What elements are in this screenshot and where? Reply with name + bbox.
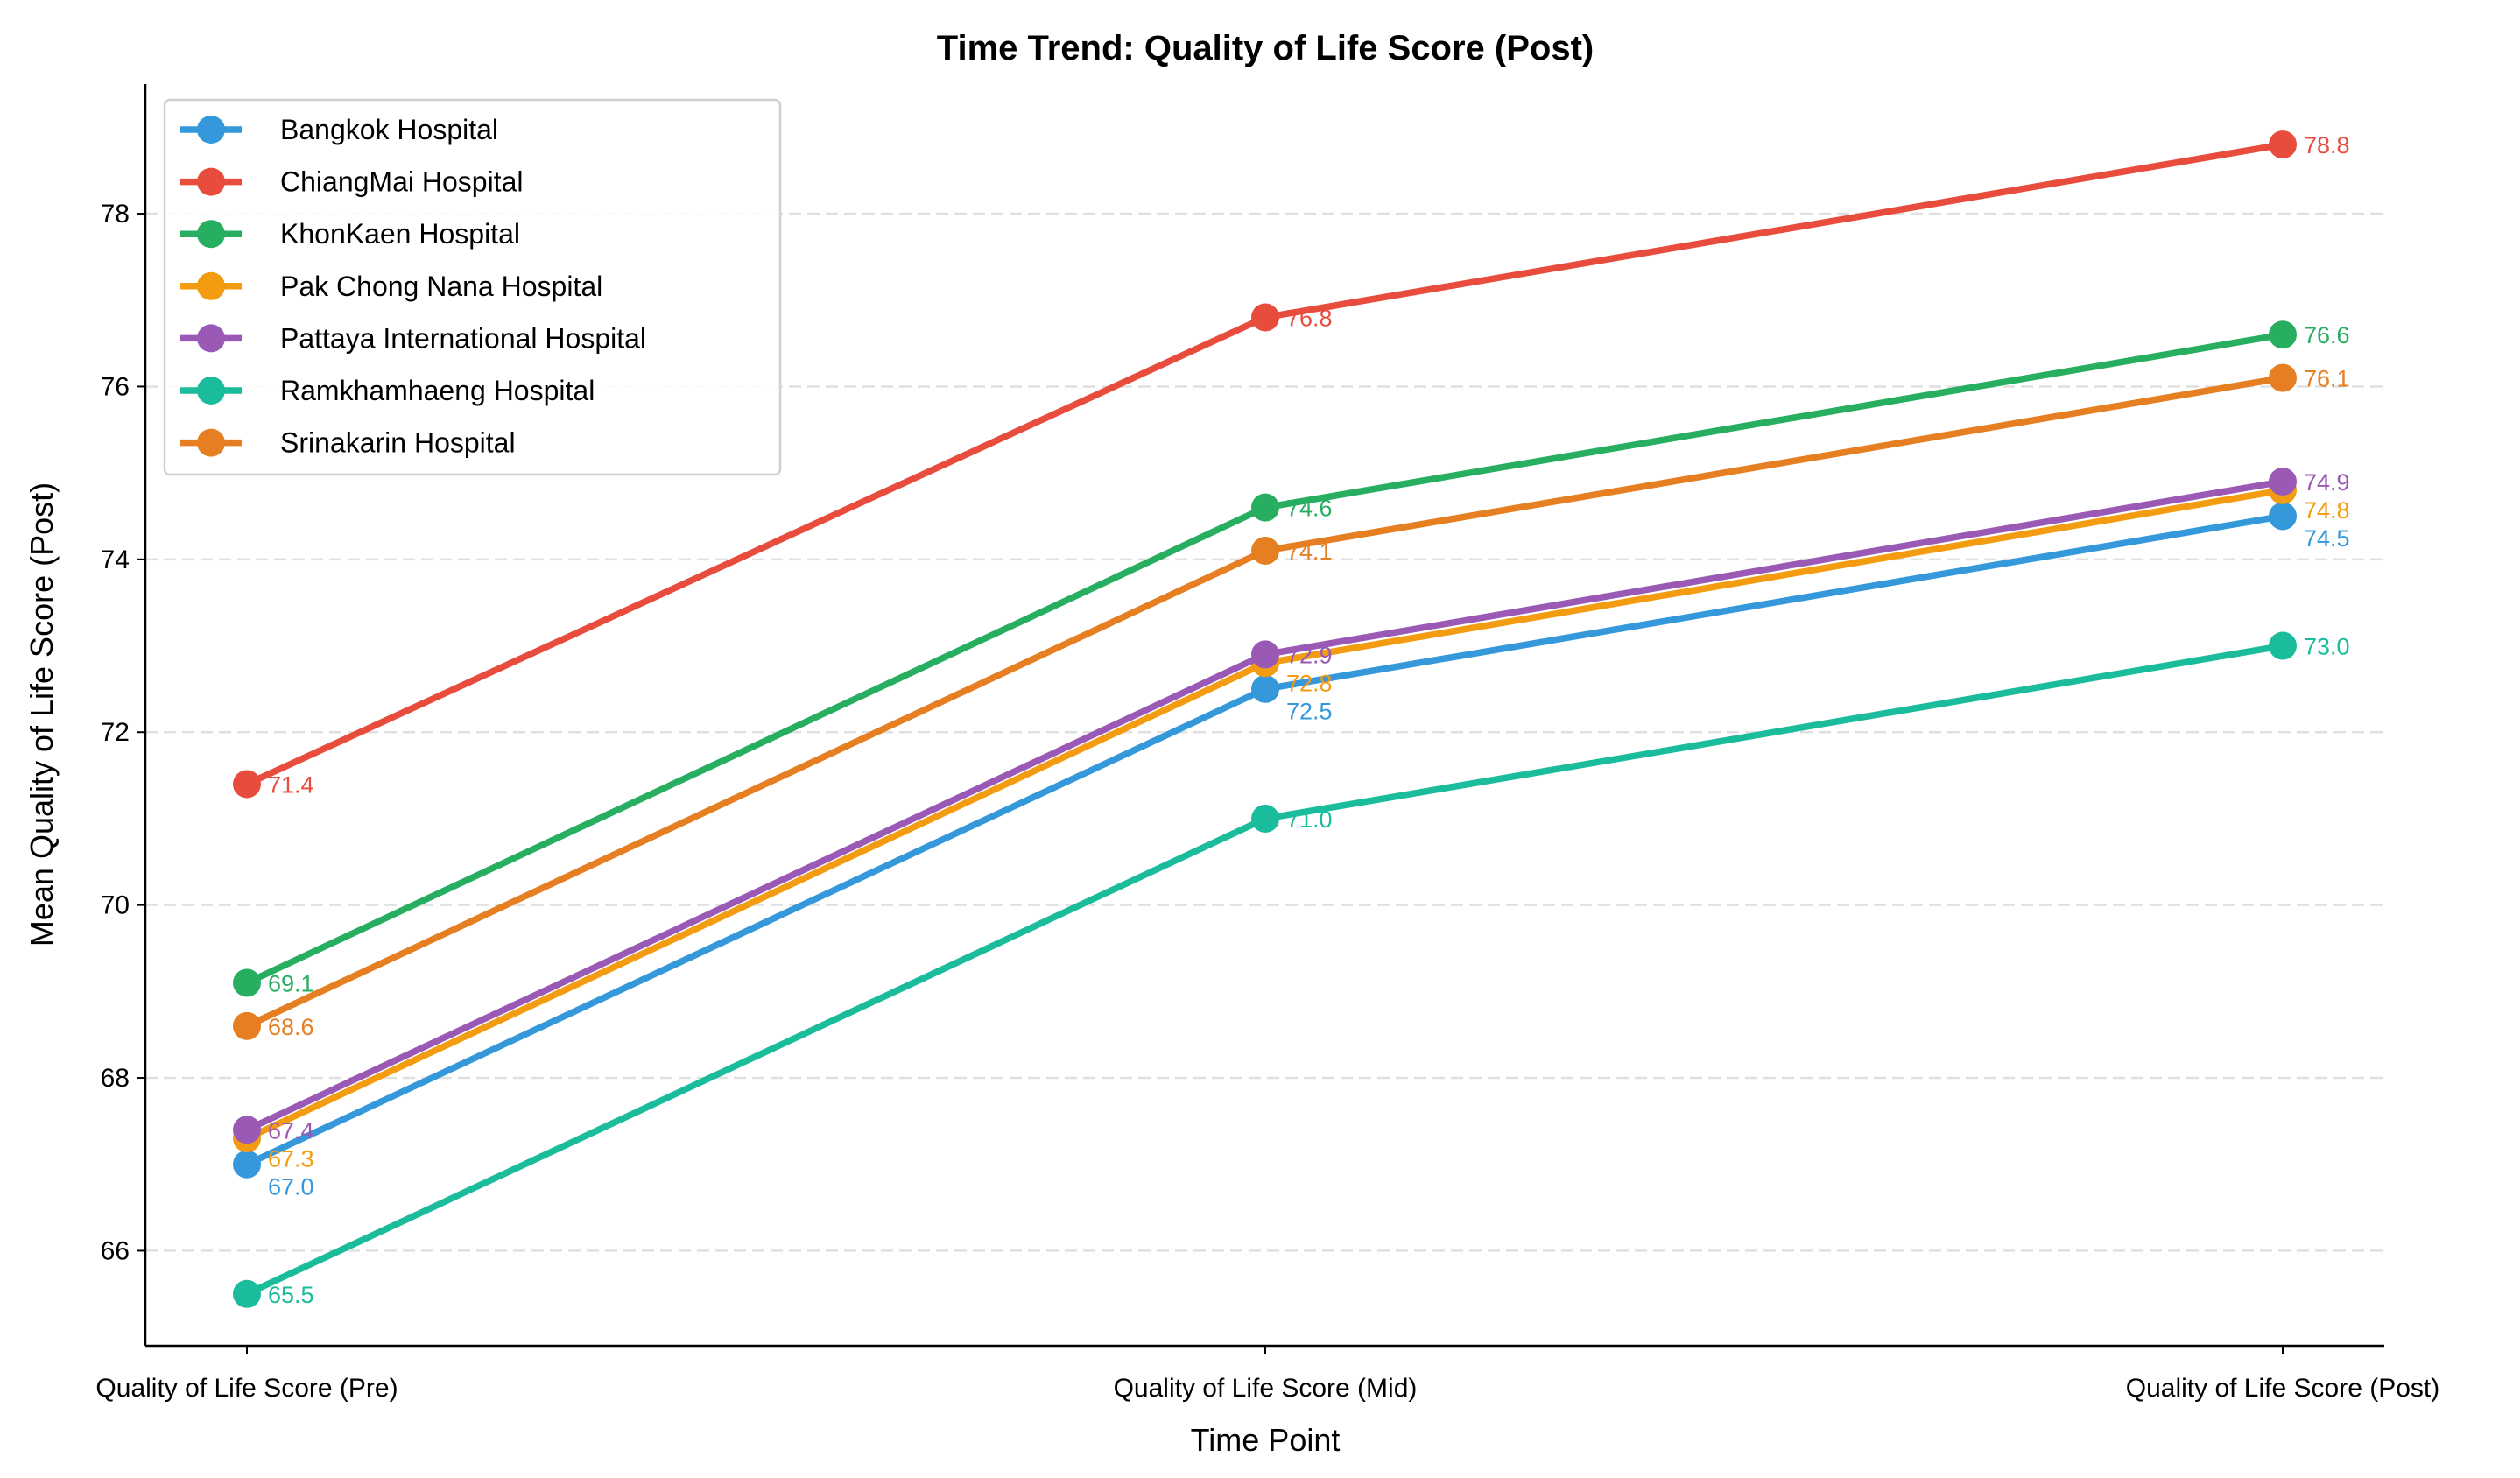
- data-point: [2269, 502, 2297, 531]
- data-label: 71.0: [1286, 806, 1333, 833]
- legend-label: Bangkok Hospital: [280, 114, 498, 145]
- data-point: [1251, 303, 1279, 332]
- legend-swatch-marker: [197, 167, 225, 196]
- y-tick-label: 78: [101, 200, 130, 229]
- data-point: [233, 1116, 261, 1144]
- data-label: 68.6: [268, 1014, 314, 1040]
- data-label: 74.1: [1286, 538, 1333, 565]
- data-point: [233, 1279, 261, 1308]
- y-tick-label: 70: [101, 891, 130, 920]
- data-point: [1251, 674, 1279, 703]
- legend-swatch-marker: [197, 377, 225, 405]
- x-axis-label: Time Point: [1191, 1422, 1341, 1458]
- data-point: [2269, 631, 2297, 660]
- legend-item: Bangkok Hospital: [180, 114, 498, 145]
- series-khonkaen-hospital: [233, 320, 2297, 997]
- y-tick-label: 68: [101, 1064, 130, 1093]
- data-point: [233, 1011, 261, 1040]
- axes: 66 68 70 72 74 76 78 Quality of Life Score (Pre…: [95, 84, 2439, 1403]
- y-tick-label: 72: [101, 718, 130, 747]
- data-point: [1251, 536, 1279, 565]
- x-tick-label: Quality of Life Score (Post): [2126, 1374, 2439, 1403]
- data-labels: 71.4 69.1 68.6 67.467.367.0 65.5 76.8 74.6 74.1…: [268, 132, 2350, 1308]
- data-label: 67.0: [268, 1173, 314, 1200]
- legend-swatch-marker: [197, 428, 225, 457]
- legend-item: Ramkhamhaeng Hospital: [180, 375, 595, 406]
- data-label: 69.1: [268, 970, 314, 996]
- series-ramkhamhaeng-hospital: [233, 631, 2297, 1308]
- data-label: 67.3: [268, 1145, 314, 1172]
- legend: Bangkok Hospital ChiangMai Hospital KhonKa…: [163, 98, 782, 476]
- data-label: 76.1: [2304, 366, 2350, 392]
- legend-label: ChiangMai Hospital: [280, 166, 523, 198]
- data-label: 74.9: [2304, 469, 2350, 496]
- x-tick-label: Quality of Life Score (Mid): [1114, 1374, 1418, 1403]
- data-point: [233, 1150, 261, 1179]
- series-lines: [233, 130, 2297, 1308]
- data-label: 73.0: [2304, 634, 2350, 660]
- data-point: [233, 968, 261, 997]
- legend-item: KhonKaen Hospital: [180, 218, 520, 250]
- data-point: [2269, 363, 2297, 392]
- legend-label: Srinakarin Hospital: [280, 427, 516, 459]
- data-point: [2269, 320, 2297, 349]
- data-label: 74.8: [2304, 497, 2350, 524]
- series-srinakarin-hospital: [233, 363, 2297, 1040]
- y-tick-label: 74: [101, 545, 130, 574]
- data-label: 72.5: [1286, 698, 1333, 724]
- legend-swatch-marker: [197, 271, 225, 300]
- data-label: 67.4: [268, 1117, 314, 1144]
- y-tick-label: 76: [101, 372, 130, 401]
- y-axis-label: Mean Quality of Life Score (Post): [24, 482, 60, 947]
- data-point: [2269, 468, 2297, 496]
- legend-item: Srinakarin Hospital: [180, 427, 516, 459]
- series-pattaya-international-hospital: [233, 468, 2297, 1144]
- legend-item: Pattaya International Hospital: [180, 322, 646, 354]
- legend-label: Pak Chong Nana Hospital: [280, 271, 602, 302]
- legend-item: Pak Chong Nana Hospital: [180, 271, 602, 302]
- data-label: 78.8: [2304, 132, 2350, 158]
- legend-item: ChiangMai Hospital: [180, 166, 523, 198]
- y-tick-label: 66: [101, 1236, 130, 1265]
- x-tick-label: Quality of Life Score (Pre): [95, 1374, 398, 1403]
- series-chiangmai-hospital: [233, 130, 2297, 799]
- legend-label: Pattaya International Hospital: [280, 322, 646, 354]
- legend-label: Ramkhamhaeng Hospital: [280, 375, 595, 406]
- data-point: [2269, 130, 2297, 159]
- legend-swatch-marker: [197, 324, 225, 353]
- data-label: 71.4: [268, 771, 314, 798]
- data-point: [1251, 640, 1279, 669]
- data-label: 72.9: [1286, 642, 1333, 668]
- data-point: [233, 770, 261, 799]
- data-label: 74.6: [1286, 496, 1333, 522]
- data-label: 72.8: [1286, 670, 1333, 696]
- data-label: 76.6: [2304, 322, 2350, 348]
- series-line: [245, 642, 2284, 1298]
- data-label: 76.8: [1286, 305, 1333, 331]
- legend-swatch-marker: [197, 220, 225, 249]
- legend-label: KhonKaen Hospital: [280, 218, 520, 250]
- data-point: [1251, 493, 1279, 522]
- legend-swatch-marker: [197, 116, 225, 144]
- legend-box: [163, 98, 782, 476]
- data-label: 74.5: [2304, 525, 2350, 552]
- data-label: 65.5: [268, 1282, 314, 1308]
- data-point: [1251, 804, 1279, 833]
- series-bangkok-hospital: [233, 502, 2297, 1179]
- chart-title: Time Trend: Quality of Life Score (Post): [937, 29, 1594, 67]
